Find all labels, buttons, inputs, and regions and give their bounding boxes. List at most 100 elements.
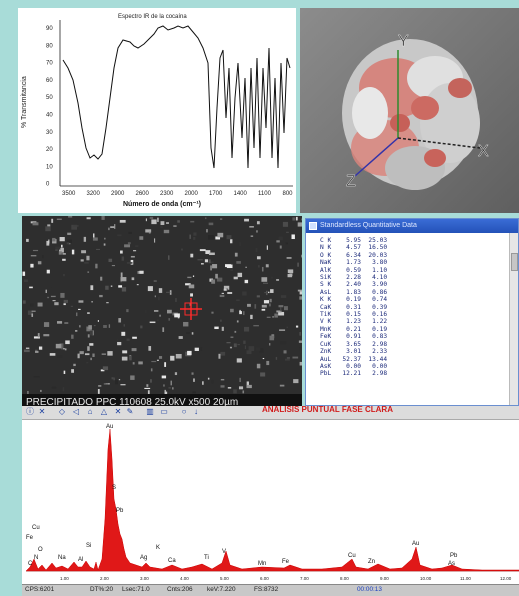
marker-icon[interactable]: ✕ — [38, 408, 46, 416]
sem-grain — [212, 380, 214, 384]
sem-grain — [268, 292, 269, 293]
sem-grain — [91, 301, 92, 302]
quant-row: AsK 0.00 0.00 — [320, 363, 510, 370]
sem-grain — [105, 286, 108, 290]
ir-spectrum-line — [63, 26, 290, 168]
quant-row: AuL 52.37 13.44 — [320, 356, 510, 363]
sem-grain — [72, 250, 74, 255]
sem-grain — [121, 277, 127, 281]
sem-grain — [39, 347, 42, 350]
element-label: V — [222, 549, 226, 555]
zoom-out-icon[interactable]: ◁ — [72, 408, 80, 416]
sem-grain — [284, 350, 287, 353]
sem-grain — [238, 344, 240, 345]
quant-scrollbar[interactable] — [509, 233, 518, 405]
quant-row: NaK 1.73 3.80 — [320, 259, 510, 266]
sem-grain — [237, 320, 239, 322]
sem-grain — [90, 358, 92, 360]
sem-grain — [81, 259, 84, 261]
sem-grain — [47, 270, 50, 274]
sem-grain — [299, 341, 302, 343]
sem-grain — [167, 310, 172, 314]
label-icon[interactable]: ▭ — [160, 408, 168, 416]
sem-grain — [271, 277, 273, 279]
sem-grain — [250, 315, 252, 319]
sem-grain — [257, 256, 261, 259]
sem-grain — [115, 380, 118, 385]
sem-grain — [145, 310, 147, 313]
ir-spectrum-panel: Espectro IR de la cocaína % Transmitanci… — [18, 8, 296, 213]
sem-grain — [137, 284, 139, 285]
grid-icon[interactable]: ✕ — [114, 408, 122, 416]
sem-grain — [87, 346, 90, 351]
sem-grain — [239, 378, 240, 382]
ir-y-tick-label: 10 — [46, 164, 53, 170]
sem-grain — [230, 309, 234, 312]
sem-grain — [280, 385, 284, 387]
sem-grain — [80, 351, 84, 354]
sem-grain — [122, 357, 128, 361]
expand-icon[interactable]: ⌂ — [86, 408, 94, 416]
sem-grain — [239, 311, 242, 314]
sem-grain — [118, 285, 122, 287]
sem-grain — [291, 234, 294, 239]
sem-grain — [264, 300, 269, 303]
quant-data-window: Standardless Quantitative Data C K 5.95 … — [305, 218, 519, 406]
sem-grain — [57, 356, 62, 358]
sem-grain — [159, 288, 162, 293]
sem-grain — [263, 358, 264, 359]
sem-grain — [148, 346, 151, 351]
sem-grain — [244, 327, 249, 332]
sem-grain — [187, 277, 191, 278]
sem-grain — [51, 296, 56, 297]
sem-grain — [128, 232, 132, 234]
sem-grain — [103, 366, 108, 370]
sem-grain — [267, 245, 268, 249]
pen-icon[interactable]: ✎ — [126, 408, 134, 416]
search-icon[interactable]: ○ — [180, 408, 188, 416]
sem-grain — [38, 333, 40, 337]
sem-grain — [87, 271, 89, 272]
zoom-in-icon[interactable]: ◇ — [58, 408, 66, 416]
sem-grain — [234, 277, 238, 280]
element-label: K — [156, 545, 160, 551]
sem-grain — [106, 302, 108, 303]
bar-chart-icon[interactable]: ▥ — [146, 408, 154, 416]
sem-grain — [287, 257, 292, 259]
sem-grain — [32, 311, 36, 312]
sem-grain — [94, 325, 96, 326]
sem-grain — [38, 303, 43, 307]
sem-grain — [40, 390, 41, 392]
sem-grain — [220, 320, 221, 322]
sem-grain — [127, 262, 133, 264]
sem-grain — [84, 237, 86, 242]
sem-grain — [202, 381, 203, 385]
sem-grain — [148, 286, 153, 291]
sem-grain — [122, 350, 127, 353]
sem-grain — [24, 349, 30, 352]
quant-row: N K 4.57 16.50 — [320, 244, 510, 251]
sem-grain — [63, 274, 65, 276]
sem-grain — [84, 262, 89, 263]
quant-title-bar[interactable]: Standardless Quantitative Data — [306, 219, 518, 233]
fit-icon[interactable]: △ — [100, 408, 108, 416]
sem-grain — [146, 218, 147, 221]
sem-grain — [296, 326, 298, 328]
sem-grain — [139, 236, 143, 240]
sem-grain — [30, 264, 33, 268]
scrollbar-thumb[interactable] — [511, 253, 518, 271]
sem-grain — [166, 292, 170, 293]
sem-grain — [109, 324, 110, 328]
sem-grain — [218, 354, 220, 359]
sem-grain — [78, 309, 81, 310]
sem-grain — [236, 300, 240, 301]
sem-grain — [253, 325, 259, 326]
sem-grain — [53, 300, 56, 301]
sem-grain — [34, 376, 40, 378]
sem-grain — [193, 232, 196, 235]
down-icon[interactable]: ↓ — [192, 408, 200, 416]
spectrum-x-tick-label: 5.00 — [220, 576, 229, 581]
sem-grain — [190, 221, 194, 223]
info-icon[interactable]: ⓘ — [26, 408, 34, 416]
